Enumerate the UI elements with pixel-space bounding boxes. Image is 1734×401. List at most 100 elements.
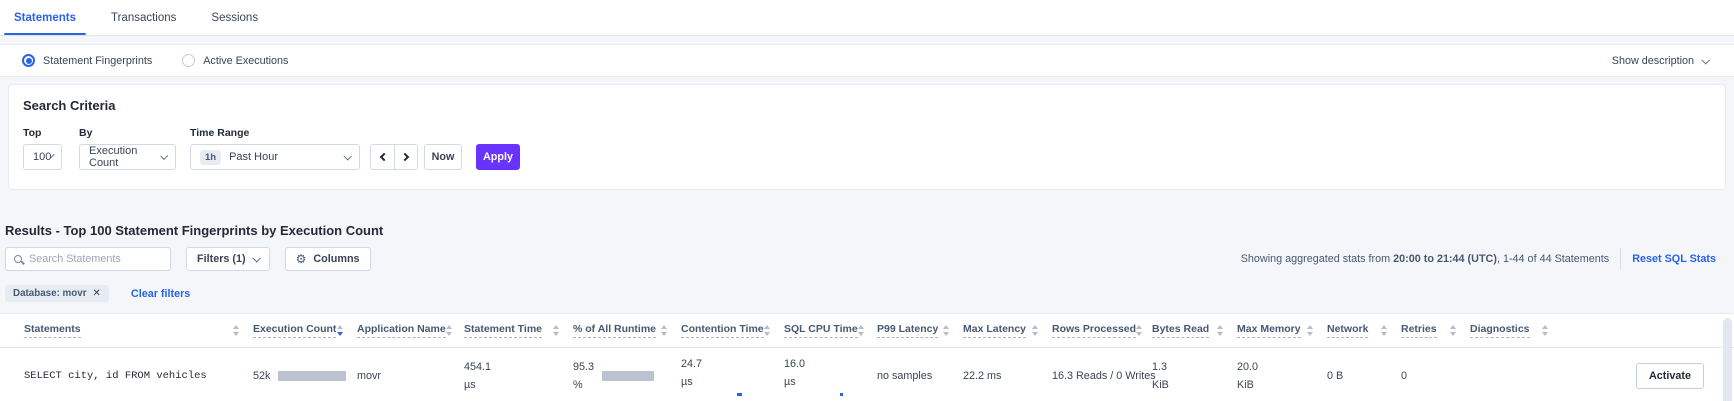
tab-sessions-label: Sessions xyxy=(211,11,259,24)
tab-sessions[interactable]: Sessions xyxy=(201,0,268,35)
gear-icon: ⚙ xyxy=(295,252,307,266)
column-header-application_name[interactable]: Application Name xyxy=(357,323,464,338)
sql-activity-tabbar: Statements Transactions Sessions xyxy=(0,0,1734,36)
database-filter-chip: Database: movr ✕ xyxy=(5,285,109,302)
column-header-statements[interactable]: Statements xyxy=(24,323,253,338)
stats-suffix: , 1-44 of 44 Statements xyxy=(1496,253,1610,265)
filters-button[interactable]: Filters (1) xyxy=(186,247,270,271)
column-header-label: Statements xyxy=(24,323,81,338)
previous-time-button[interactable] xyxy=(371,145,394,169)
table-header-row: Statements Execution Count Application Nam… xyxy=(0,314,1734,348)
next-time-button[interactable] xyxy=(394,145,417,169)
cell-statements: SELECT city, id FROM vehicles xyxy=(24,348,253,401)
column-header-label: Max Latency xyxy=(963,323,1027,338)
mini-bar-chart xyxy=(840,393,843,396)
column-header-label: % of All Runtime xyxy=(573,323,657,338)
sort-icon[interactable] xyxy=(553,325,559,336)
time-range-badge: 1h xyxy=(200,149,222,165)
aggregated-stats-text: Showing aggregated stats from 20:00 to 2… xyxy=(1241,253,1610,265)
column-header-label: Contention Time xyxy=(681,323,764,338)
column-header-sql_cpu_time[interactable]: SQL CPU Time xyxy=(784,323,877,338)
remove-filter-icon[interactable]: ✕ xyxy=(92,288,101,299)
tab-transactions[interactable]: Transactions xyxy=(101,0,186,35)
show-description-toggle[interactable]: Show description xyxy=(1612,55,1712,67)
time-range-select[interactable]: 1h Past Hour xyxy=(190,144,360,170)
search-statements-box[interactable] xyxy=(5,247,171,271)
sort-icon[interactable] xyxy=(1381,325,1387,336)
database-filter-chip-label: Database: movr xyxy=(13,288,87,299)
sort-icon[interactable] xyxy=(1307,325,1313,336)
toolbar-left: Filters (1) ⚙ Columns xyxy=(5,247,371,271)
tab-statements[interactable]: Statements xyxy=(4,0,86,35)
column-header-label: Application Name xyxy=(357,323,446,338)
sort-icon[interactable] xyxy=(1032,325,1038,336)
column-header-rows_processed[interactable]: Rows Processed xyxy=(1052,323,1152,338)
radio-active-executions[interactable]: Active Executions xyxy=(182,54,288,67)
tab-transactions-label: Transactions xyxy=(111,11,177,24)
tab-statements-label: Statements xyxy=(14,11,76,24)
cell-network: 0 B xyxy=(1327,369,1344,382)
clear-filters-link[interactable]: Clear filters xyxy=(130,287,191,300)
cell-application_name: movr xyxy=(357,369,381,382)
sort-icon[interactable] xyxy=(1450,325,1456,336)
columns-button-label: Columns xyxy=(313,253,360,265)
chevron-down-icon xyxy=(252,254,261,263)
radio-statement-fingerprints[interactable]: Statement Fingerprints xyxy=(22,54,152,67)
column-header-contention_time[interactable]: Contention Time xyxy=(681,323,784,338)
table-row[interactable]: SELECT city, id FROM vehicles 52k movr 454.… xyxy=(0,348,1734,401)
bar-chart xyxy=(278,370,347,381)
column-header-execution_count[interactable]: Execution Count xyxy=(253,323,357,338)
cell-retries: 0 xyxy=(1401,369,1408,382)
top-select[interactable]: 100 xyxy=(23,144,62,170)
column-header-pct_runtime[interactable]: % of All Runtime xyxy=(573,323,681,338)
column-header-max_memory[interactable]: Max Memory xyxy=(1237,323,1327,338)
reset-sql-stats-link[interactable]: Reset SQL Stats xyxy=(1632,253,1716,265)
search-criteria-controls: Top 100 By Execution Count Time Range 1h… xyxy=(23,127,1711,170)
results-toolbar: Filters (1) ⚙ Columns Showing aggregated… xyxy=(5,247,1729,271)
columns-button[interactable]: ⚙ Columns xyxy=(284,247,371,271)
results-heading: Results - Top 100 Statement Fingerprints… xyxy=(5,223,384,238)
by-label: By xyxy=(79,127,93,139)
sort-icon[interactable] xyxy=(1541,325,1548,336)
radio-unselected-icon[interactable] xyxy=(182,54,196,67)
chevron-down-icon xyxy=(343,152,352,161)
column-header-diagnostics[interactable]: Diagnostics xyxy=(1470,323,1734,338)
cell-contention_time: 24.7 µs xyxy=(681,348,784,401)
vertical-divider xyxy=(1620,248,1622,270)
cell-max_latency: 22.2 ms xyxy=(963,369,1002,382)
sort-icon[interactable] xyxy=(764,325,770,336)
column-header-retries[interactable]: Retries xyxy=(1401,323,1470,338)
vertical-scrollbar[interactable] xyxy=(1723,318,1732,401)
column-header-network[interactable]: Network xyxy=(1327,323,1401,338)
by-select[interactable]: Execution Count xyxy=(79,144,176,170)
top-field: Top 100 xyxy=(23,127,79,170)
sort-icon[interactable] xyxy=(943,325,949,336)
by-value: Execution Count xyxy=(89,145,138,169)
sort-icon[interactable] xyxy=(1136,325,1143,336)
view-mode-row: Statement Fingerprints Active Executions… xyxy=(0,44,1734,77)
bar-chart xyxy=(602,370,655,381)
column-header-bytes_read[interactable]: Bytes Read xyxy=(1152,323,1237,338)
apply-button[interactable]: Apply xyxy=(476,144,520,170)
sort-icon[interactable] xyxy=(337,325,343,336)
sort-icon[interactable] xyxy=(233,325,239,336)
time-range-label: Time Range xyxy=(190,127,250,139)
search-criteria-title: Search Criteria xyxy=(23,98,116,113)
sort-icon[interactable] xyxy=(1217,325,1223,336)
statement-fingerprint-link[interactable]: SELECT city, id FROM vehicles xyxy=(24,369,207,382)
column-header-statement_time[interactable]: Statement Time xyxy=(464,323,573,338)
sort-icon[interactable] xyxy=(857,325,864,336)
radio-selected-icon[interactable] xyxy=(22,54,35,67)
column-header-max_latency[interactable]: Max Latency xyxy=(963,323,1052,338)
now-button[interactable]: Now xyxy=(424,144,462,170)
search-statements-input[interactable] xyxy=(29,253,168,265)
cell-execution_count: 52k xyxy=(253,348,357,401)
activate-diagnostics-button[interactable]: Activate xyxy=(1635,362,1704,389)
column-header-label: Retries xyxy=(1401,323,1437,338)
sort-icon[interactable] xyxy=(661,325,667,336)
chevron-down-icon xyxy=(159,152,169,161)
stats-time-range: 20:00 to 21:44 (UTC) xyxy=(1393,253,1497,265)
sort-icon[interactable] xyxy=(445,325,452,336)
column-header-p99_latency[interactable]: P99 Latency xyxy=(877,323,963,338)
radio-active-executions-label: Active Executions xyxy=(203,54,289,67)
